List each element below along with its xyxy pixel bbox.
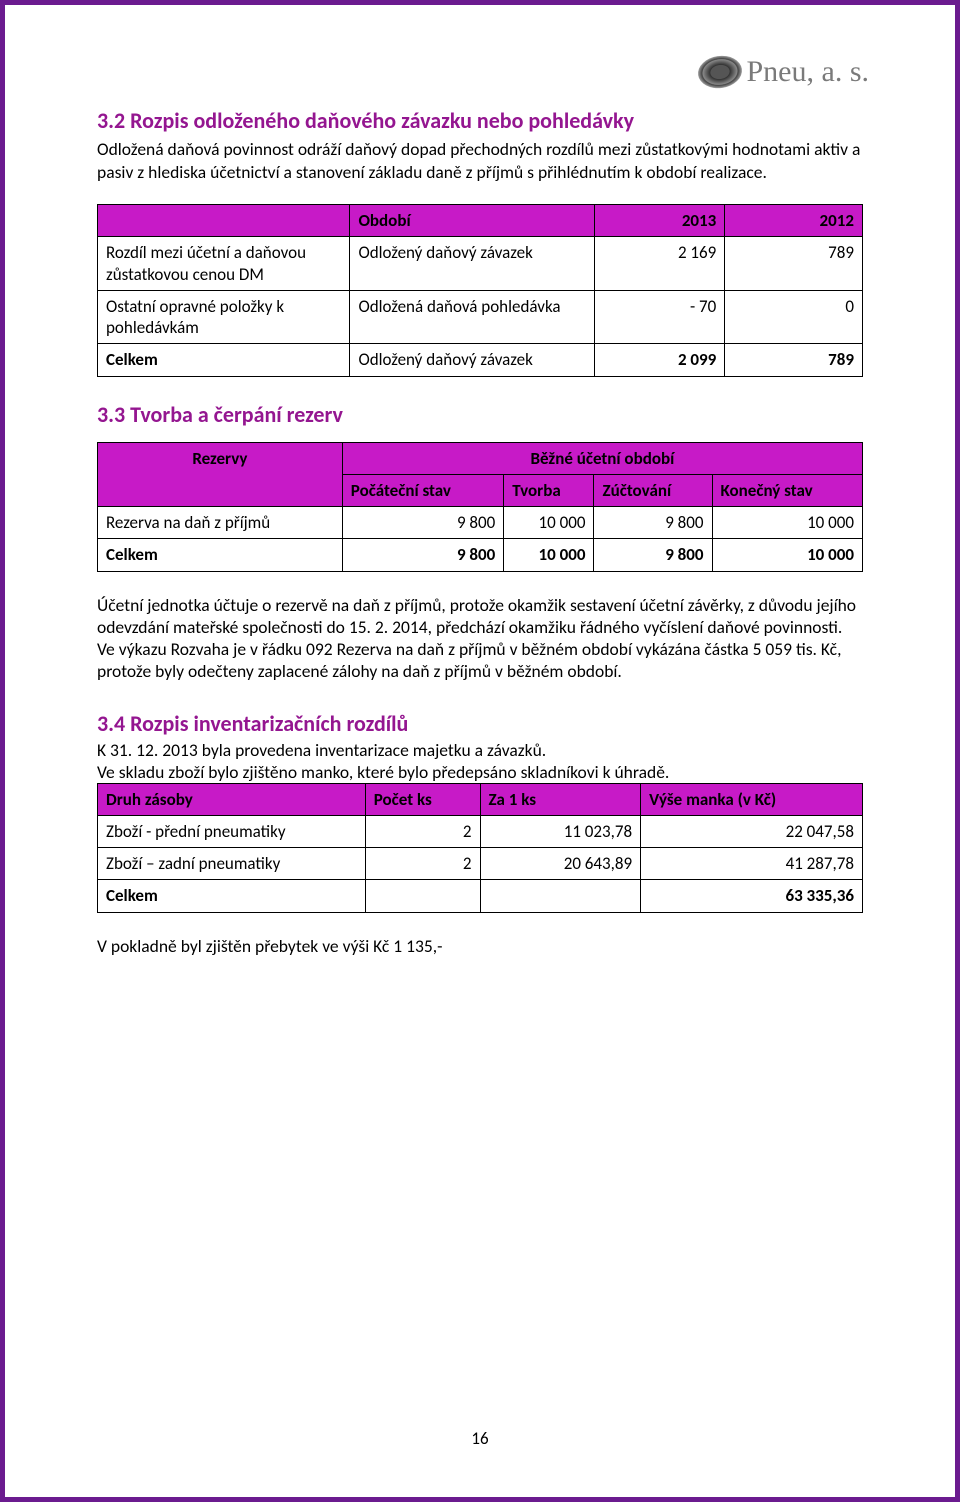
table-3-3: Rezervy Běžné účetní období Počáteční st… (97, 442, 863, 572)
table-row: Druh zásoby Počet ks Za 1 ks Výše manka … (98, 783, 863, 815)
hdr-vyse: Výše manka (v Kč) (641, 783, 863, 815)
hdr-pocet: Počet ks (365, 783, 480, 815)
cell: 63 335,36 (641, 880, 863, 912)
cell: Ostatní opravné položky k pohledávkám (98, 290, 350, 344)
table-row: Rezerva na daň z příjmů 9 800 10 000 9 8… (98, 507, 863, 539)
table-row: Rozdíl mezi účetní a daňovou zůstatkovou… (98, 237, 863, 291)
hdr-obdobi: Období (350, 205, 595, 237)
cell: 10 000 (712, 539, 862, 571)
cell: Zboží - přední pneumatiky (98, 815, 366, 847)
cell: Rezerva na daň z příjmů (98, 507, 343, 539)
table-row: Zboží – zadní pneumatiky 2 20 643,89 41 … (98, 848, 863, 880)
page-content: Pneu, a. s. 3.2 Rozpis odloženého daňové… (33, 29, 927, 1473)
para-33-2: Ve výkazu Rozvaha je v řádku 092 Rezerva… (97, 638, 863, 682)
page-number: 16 (471, 1428, 488, 1449)
cell: Celkem (98, 344, 350, 376)
hdr-pocatecni: Počáteční stav (342, 474, 503, 506)
cell: 789 (725, 237, 863, 291)
tire-icon (695, 53, 743, 91)
para-34-3: V pokladně byl zjištěn přebytek ve výši … (97, 935, 863, 957)
cell: Odložený daňový závazek (350, 237, 595, 291)
hdr-druh: Druh zásoby (98, 783, 366, 815)
cell: 0 (725, 290, 863, 344)
cell: 9 800 (594, 507, 712, 539)
table-3-2: Období 2013 2012 Rozdíl mezi účetní a da… (97, 204, 863, 377)
table-3-4: Druh zásoby Počet ks Za 1 ks Výše manka … (97, 783, 863, 913)
hdr-2013: 2013 (595, 205, 725, 237)
hdr-2012: 2012 (725, 205, 863, 237)
logo-text: Pneu, a. s. (747, 55, 870, 89)
cell (365, 880, 480, 912)
cell: 10 000 (504, 507, 594, 539)
cell: 2 (365, 848, 480, 880)
cell: 9 800 (342, 539, 503, 571)
cell: Odložená daňová pohledávka (350, 290, 595, 344)
hdr-konecny: Konečný stav (712, 474, 862, 506)
cell: 9 800 (342, 507, 503, 539)
table-row: Rezervy Běžné účetní období (98, 442, 863, 474)
heading-3-3: 3.3 Tvorba a čerpání rezerv (97, 401, 863, 428)
table-row: Ostatní opravné položky k pohledávkám Od… (98, 290, 863, 344)
cell: Odložený daňový závazek (350, 344, 595, 376)
para-34-1: K 31. 12. 2013 byla provedena inventariz… (97, 739, 863, 761)
hdr-rezervy: Rezervy (98, 442, 343, 507)
heading-3-2: 3.2 Rozpis odloženého daňového závazku n… (97, 107, 863, 134)
cell: 10 000 (504, 539, 594, 571)
cell: Celkem (98, 539, 343, 571)
cell: - 70 (595, 290, 725, 344)
cell: Zboží – zadní pneumatiky (98, 848, 366, 880)
hdr-tvorba: Tvorba (504, 474, 594, 506)
cell: 20 643,89 (480, 848, 641, 880)
cell (480, 880, 641, 912)
cell: 2 169 (595, 237, 725, 291)
para-34-2: Ve skladu zboží bylo zjištěno manko, kte… (97, 761, 863, 783)
cell: 2 099 (595, 344, 725, 376)
intro-3-2: Odložená daňová povinnost odráží daňový … (97, 138, 863, 184)
logo: Pneu, a. s. (699, 55, 870, 89)
cell: 789 (725, 344, 863, 376)
table-row: Celkem 63 335,36 (98, 880, 863, 912)
page-border: Pneu, a. s. 3.2 Rozpis odloženého daňové… (0, 0, 960, 1502)
cell: 41 287,78 (641, 848, 863, 880)
cell: 9 800 (594, 539, 712, 571)
table-row: Celkem 9 800 10 000 9 800 10 000 (98, 539, 863, 571)
cell: 2 (365, 815, 480, 847)
cell: 11 023,78 (480, 815, 641, 847)
table-row: Celkem Odložený daňový závazek 2 099 789 (98, 344, 863, 376)
table-row: Zboží - přední pneumatiky 2 11 023,78 22… (98, 815, 863, 847)
hdr-za1ks: Za 1 ks (480, 783, 641, 815)
cell: Celkem (98, 880, 366, 912)
heading-3-4: 3.4 Rozpis inventarizačních rozdílů (97, 710, 863, 737)
table-row: Období 2013 2012 (98, 205, 863, 237)
hdr-zuctovani: Zúčtování (594, 474, 712, 506)
cell: 10 000 (712, 507, 862, 539)
para-33-1: Účetní jednotka účtuje o rezervě na daň … (97, 594, 863, 638)
hdr-empty (98, 205, 350, 237)
hdr-bezne: Běžné účetní období (342, 442, 862, 474)
cell: Rozdíl mezi účetní a daňovou zůstatkovou… (98, 237, 350, 291)
cell: 22 047,58 (641, 815, 863, 847)
